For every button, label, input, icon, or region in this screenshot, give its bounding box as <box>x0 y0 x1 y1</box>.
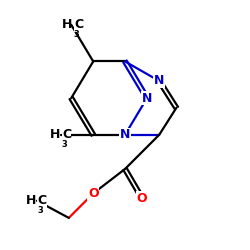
Text: C: C <box>38 194 47 207</box>
Text: 3: 3 <box>74 30 80 39</box>
Text: C: C <box>62 128 71 141</box>
Text: H: H <box>50 128 60 141</box>
Text: N: N <box>154 74 164 88</box>
Text: C: C <box>74 18 84 31</box>
Text: N: N <box>120 128 130 141</box>
Text: 3: 3 <box>37 206 43 215</box>
Text: N: N <box>142 92 152 104</box>
Text: H: H <box>62 18 72 31</box>
Text: O: O <box>88 187 99 200</box>
Text: O: O <box>137 192 147 205</box>
Text: 3: 3 <box>62 140 67 149</box>
Text: H: H <box>26 194 36 207</box>
